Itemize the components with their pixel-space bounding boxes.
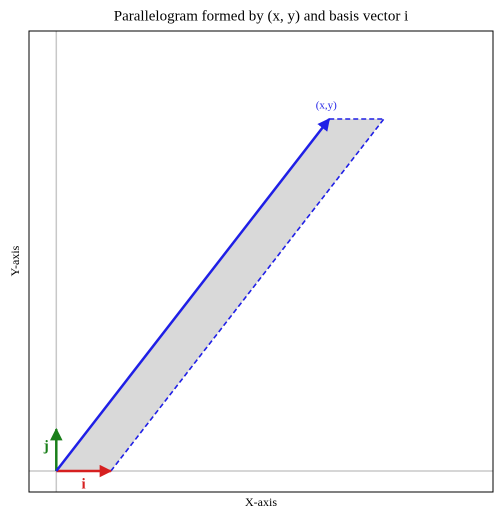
chart-title: Parallelogram formed by (x, y) and basis… — [114, 8, 409, 24]
plot-area: i j (x,y) — [29, 31, 493, 492]
vector-label: (x,y) — [316, 100, 337, 112]
vector-arrow — [55, 118, 331, 472]
y-axis-label: Y-axis — [8, 245, 22, 276]
plot-frame — [28, 30, 494, 493]
parallelogram — [56, 119, 384, 472]
vector-label: j — [43, 439, 49, 455]
vector-label: i — [82, 476, 86, 492]
dashed-edge — [110, 118, 385, 472]
x-axis-label: X-axis — [245, 495, 277, 509]
